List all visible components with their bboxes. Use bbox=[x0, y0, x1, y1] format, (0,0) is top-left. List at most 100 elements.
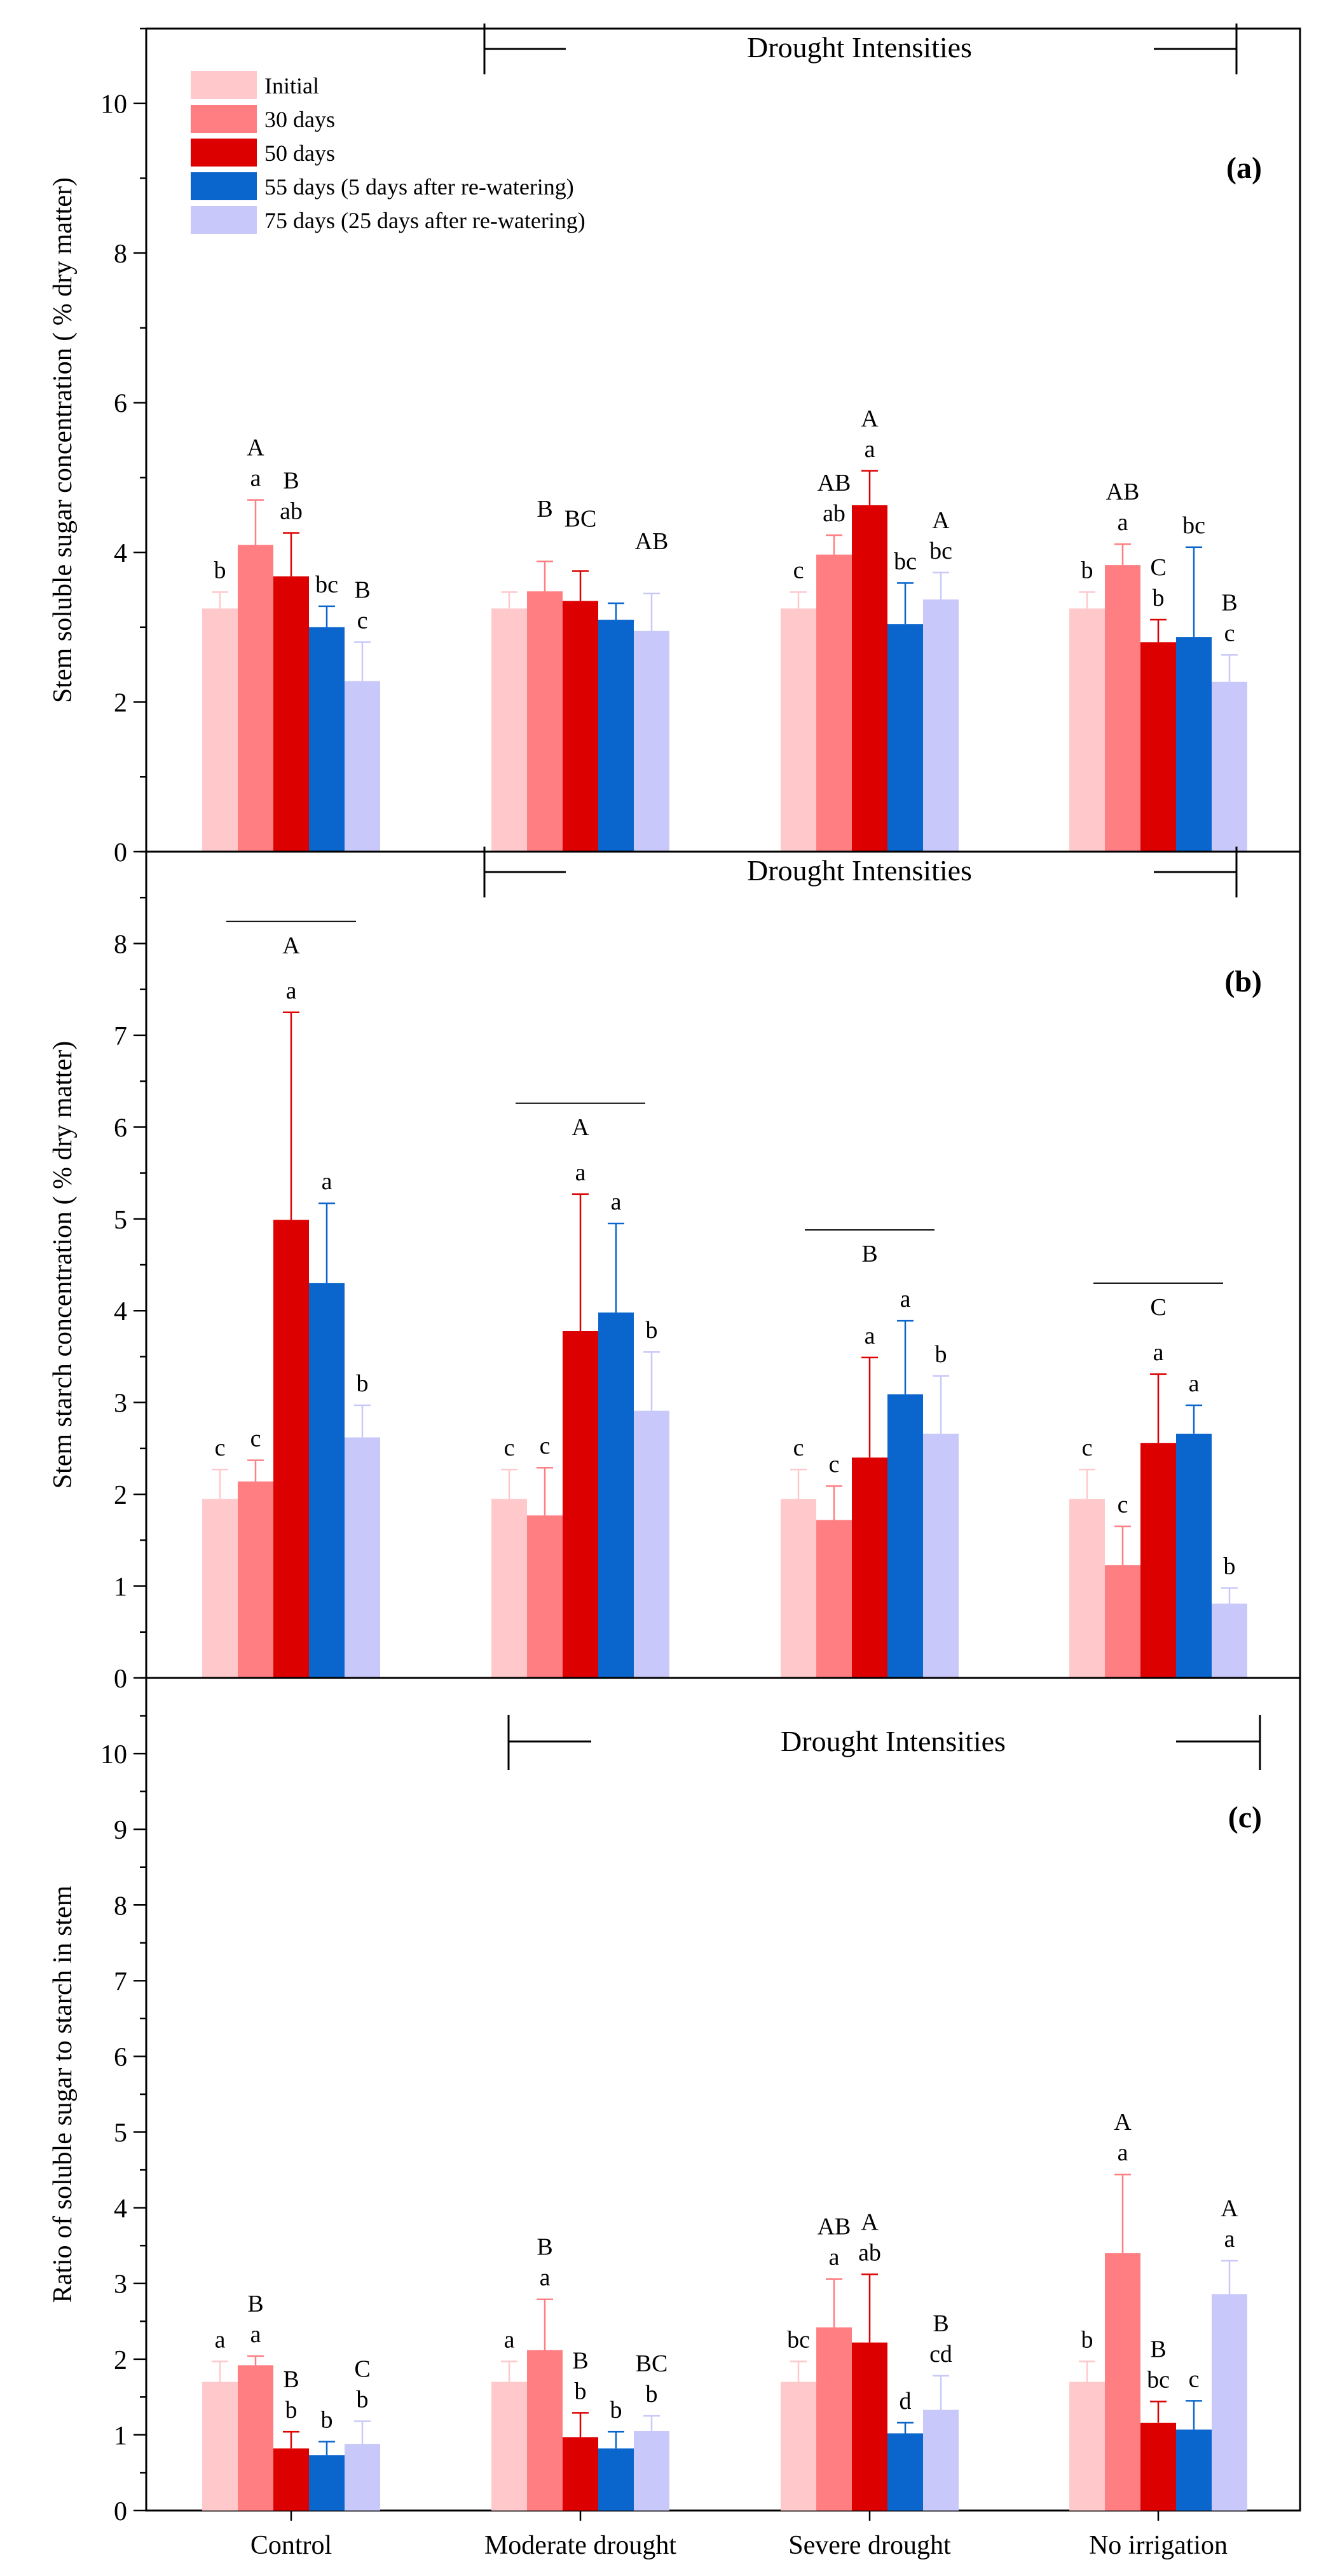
significance-letter: a bbox=[865, 1323, 875, 1349]
y-axis-label: Ratio of soluble sugar to starch in stem bbox=[48, 1885, 78, 2303]
legend-label: 55 days (5 days after re-watering) bbox=[264, 174, 574, 200]
significance-letter: a bbox=[1224, 2226, 1235, 2252]
bar bbox=[273, 1220, 309, 1678]
x-category-label: Control bbox=[250, 2531, 332, 2560]
significance-letter-upper: B bbox=[933, 2310, 948, 2337]
significance-letter-upper: AB bbox=[635, 528, 669, 555]
bar bbox=[852, 1457, 887, 1678]
bar bbox=[563, 1331, 598, 1678]
bar bbox=[887, 1394, 923, 1678]
bar bbox=[1212, 681, 1247, 852]
bar bbox=[273, 576, 309, 852]
significance-letter-upper: A bbox=[247, 435, 264, 461]
bar bbox=[598, 1312, 634, 1678]
bar bbox=[202, 2382, 238, 2511]
y-tick-label: 0 bbox=[114, 838, 127, 868]
bar bbox=[852, 505, 887, 852]
significance-letter: b bbox=[1081, 2326, 1093, 2353]
bar bbox=[491, 1499, 527, 1678]
bar bbox=[1176, 2429, 1212, 2511]
significance-letter: c bbox=[1082, 1435, 1093, 1461]
y-tick-label: 7 bbox=[114, 1967, 127, 1996]
bar bbox=[309, 1283, 345, 1678]
significance-letter: a bbox=[900, 1286, 911, 1312]
y-tick-label: 10 bbox=[100, 90, 127, 119]
bar bbox=[852, 2342, 887, 2511]
significance-letter: bc bbox=[1182, 512, 1205, 539]
y-tick-label: 8 bbox=[114, 1891, 127, 1921]
significance-letter: a bbox=[1189, 1370, 1200, 1397]
x-category-label: Severe drought bbox=[788, 2531, 951, 2560]
significance-letter: a bbox=[865, 436, 875, 463]
significance-letter: b bbox=[646, 2381, 658, 2408]
significance-letter: a bbox=[504, 2326, 515, 2353]
significance-letter-upper: B bbox=[1221, 589, 1237, 616]
bar bbox=[1069, 1499, 1105, 1678]
significance-letter: ab bbox=[280, 498, 303, 524]
bar bbox=[781, 1499, 816, 1678]
bar bbox=[202, 1499, 238, 1678]
y-tick-label: 2 bbox=[114, 689, 127, 718]
bar bbox=[345, 2444, 380, 2511]
significance-letter-upper: B bbox=[1150, 2336, 1166, 2363]
group-letter: A bbox=[572, 1114, 589, 1141]
significance-letter: a bbox=[1118, 509, 1128, 536]
bar bbox=[1176, 637, 1212, 852]
significance-letter: a bbox=[286, 978, 297, 1004]
significance-letter: b bbox=[610, 2397, 622, 2423]
significance-letter-upper: A bbox=[1114, 2109, 1132, 2136]
bar bbox=[1105, 2253, 1140, 2511]
legend-label: 30 days bbox=[264, 107, 335, 132]
y-tick-label: 1 bbox=[114, 1573, 127, 1602]
bar bbox=[923, 1433, 959, 1678]
significance-letter: c bbox=[829, 1451, 840, 1478]
significance-letter-upper: BC bbox=[636, 2350, 668, 2377]
legend-label: 50 days bbox=[264, 140, 335, 166]
y-tick-label: 4 bbox=[114, 539, 127, 568]
significance-letter: c bbox=[1224, 620, 1235, 646]
bar bbox=[563, 601, 598, 852]
bar bbox=[1105, 565, 1140, 852]
group-letter: C bbox=[1150, 1294, 1166, 1321]
significance-letter: b bbox=[646, 1317, 658, 1344]
bar bbox=[563, 2437, 598, 2511]
significance-letter: a bbox=[1118, 2139, 1128, 2166]
bar bbox=[634, 2430, 669, 2511]
panel-title: Drought Intensities bbox=[747, 31, 972, 64]
significance-letter: b bbox=[285, 2397, 298, 2423]
bar bbox=[345, 681, 380, 852]
significance-letter: bc bbox=[787, 2326, 810, 2353]
bar bbox=[1069, 608, 1105, 852]
legend-swatch bbox=[191, 71, 257, 99]
significance-letter: b bbox=[575, 2378, 587, 2404]
significance-letter-upper: B bbox=[537, 496, 552, 522]
significance-letter: b bbox=[935, 1341, 947, 1368]
legend-swatch bbox=[191, 139, 257, 167]
bar bbox=[816, 554, 852, 852]
legend-label: Initial bbox=[264, 73, 319, 99]
y-tick-label: 6 bbox=[114, 1114, 127, 1143]
significance-letter: a bbox=[540, 2265, 551, 2291]
significance-letter: ab bbox=[858, 2239, 881, 2266]
legend-label: 75 days (25 days after re-watering) bbox=[264, 208, 585, 233]
panel-tag: (a) bbox=[1226, 151, 1262, 185]
panel-tag: (c) bbox=[1228, 1801, 1262, 1834]
significance-letter-upper: B bbox=[283, 467, 299, 494]
bar bbox=[309, 2455, 345, 2511]
significance-letter-upper: BC bbox=[565, 506, 597, 533]
significance-letter: b bbox=[357, 1370, 369, 1397]
y-tick-label: 6 bbox=[114, 390, 127, 419]
bar bbox=[598, 2448, 634, 2511]
significance-letter-upper: B bbox=[537, 2234, 552, 2261]
panel-title: Drought Intensities bbox=[781, 1725, 1006, 1757]
significance-letter-upper: B bbox=[354, 576, 370, 603]
y-tick-label: 4 bbox=[114, 2195, 127, 2224]
x-category-label: No irrigation bbox=[1089, 2531, 1228, 2560]
significance-letter-upper: A bbox=[861, 2209, 879, 2235]
significance-letter: b bbox=[1224, 1553, 1236, 1579]
bar bbox=[527, 2350, 563, 2511]
significance-letter-upper: C bbox=[1150, 554, 1166, 581]
significance-letter-upper: B bbox=[247, 2291, 263, 2317]
bar bbox=[345, 1437, 380, 1678]
group-letter: A bbox=[282, 932, 300, 959]
